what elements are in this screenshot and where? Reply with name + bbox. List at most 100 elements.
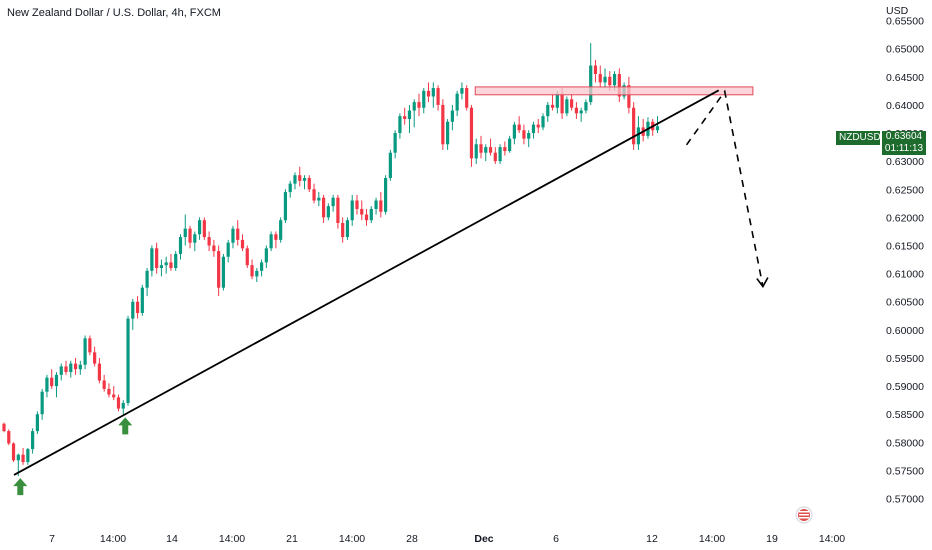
candle-body (627, 85, 631, 108)
y-tick-label: 0.60500 (886, 297, 924, 309)
candle (116, 394, 121, 412)
candle (145, 268, 149, 297)
candle-body (231, 228, 235, 243)
price-axis[interactable]: USD0.655000.650000.645000.640000.635000.… (886, 5, 924, 506)
candle-body (465, 88, 469, 108)
candle (283, 189, 288, 224)
candle (274, 231, 278, 249)
candle (245, 245, 249, 269)
candle-body (350, 200, 354, 221)
candle-body (183, 228, 187, 238)
candle-body (97, 363, 101, 381)
candle-body (226, 242, 230, 257)
y-tick-label: 0.61000 (886, 269, 924, 281)
candle-body (131, 301, 135, 319)
candle (550, 93, 555, 111)
candle (236, 220, 240, 246)
candle (169, 253, 173, 271)
y-tick-label: 0.58500 (886, 409, 924, 421)
candle (431, 82, 435, 108)
candle-body (140, 287, 144, 313)
y-tick-label: 0.58000 (886, 437, 924, 449)
candle (584, 99, 588, 114)
y-tick-label: 0.59000 (886, 381, 924, 393)
candle-body (326, 206, 330, 218)
candle-body (403, 116, 407, 119)
candle-body (517, 124, 521, 131)
x-tick-label: 19 (766, 533, 778, 545)
candle (264, 245, 268, 269)
candle-body (498, 147, 502, 162)
candle-body (59, 366, 63, 375)
projection-path[interactable] (685, 89, 764, 287)
candle-body (174, 253, 178, 269)
candle-body (26, 449, 30, 463)
x-tick-label: 14 (166, 533, 178, 545)
candle (298, 166, 302, 187)
candle-body (546, 104, 550, 117)
candle-body (364, 214, 369, 221)
candle (546, 102, 550, 122)
misc-layer (795, 506, 813, 524)
candle-body (54, 374, 59, 387)
candle (331, 194, 335, 212)
candle-body (407, 110, 412, 119)
candle (317, 192, 321, 207)
candle (279, 217, 283, 243)
candle (498, 144, 502, 164)
candle-body (388, 152, 392, 179)
candle-body (102, 380, 106, 389)
candle (40, 388, 44, 420)
candle-body (550, 104, 555, 108)
candle (121, 400, 125, 415)
candle-body (655, 126, 660, 131)
candle (336, 194, 340, 229)
candle-body (188, 228, 192, 243)
y-tick-label: 0.62500 (886, 184, 924, 196)
candle (450, 104, 454, 131)
candle-body (155, 248, 159, 269)
candle (26, 447, 30, 465)
candle (474, 138, 478, 164)
x-tick-label: 14:00 (219, 533, 245, 545)
resistance-zone[interactable] (474, 86, 754, 96)
candle-body (398, 116, 402, 134)
candle (593, 59, 598, 83)
candle-body (197, 220, 202, 235)
candle-body (269, 234, 273, 249)
candle (636, 116, 641, 150)
candle-body (527, 133, 531, 139)
candle-body (632, 107, 636, 145)
candle-body (341, 223, 345, 238)
y-tick-label: 0.57000 (886, 494, 924, 506)
candle (269, 231, 273, 252)
trendline[interactable] (13, 89, 720, 476)
time-axis[interactable]: 7 14:00 14 14:00 21 14:00 28 Dec 6 12 14:00 19 14:00 (49, 533, 845, 545)
candle (465, 85, 469, 111)
candle-body (202, 220, 206, 238)
candle (188, 225, 192, 249)
candle-body (603, 76, 607, 83)
economic-event-icon[interactable] (795, 506, 813, 524)
candle-body (598, 73, 602, 83)
candle (517, 116, 521, 134)
candle-body (69, 363, 73, 373)
y-tick-label: 0.60000 (886, 325, 924, 337)
candle (479, 135, 483, 159)
candle (379, 192, 383, 218)
candle-body (35, 414, 39, 432)
candle (202, 217, 206, 240)
candle (288, 180, 292, 198)
candle (88, 335, 92, 356)
candle-body (360, 208, 364, 215)
candle (589, 43, 593, 105)
candle (426, 82, 431, 103)
candle (69, 360, 73, 378)
x-tick-label: Dec (474, 533, 493, 545)
candle-body (283, 192, 288, 221)
candle (159, 259, 164, 277)
candle-body (522, 130, 526, 139)
candle (393, 130, 397, 159)
candle (35, 411, 39, 434)
